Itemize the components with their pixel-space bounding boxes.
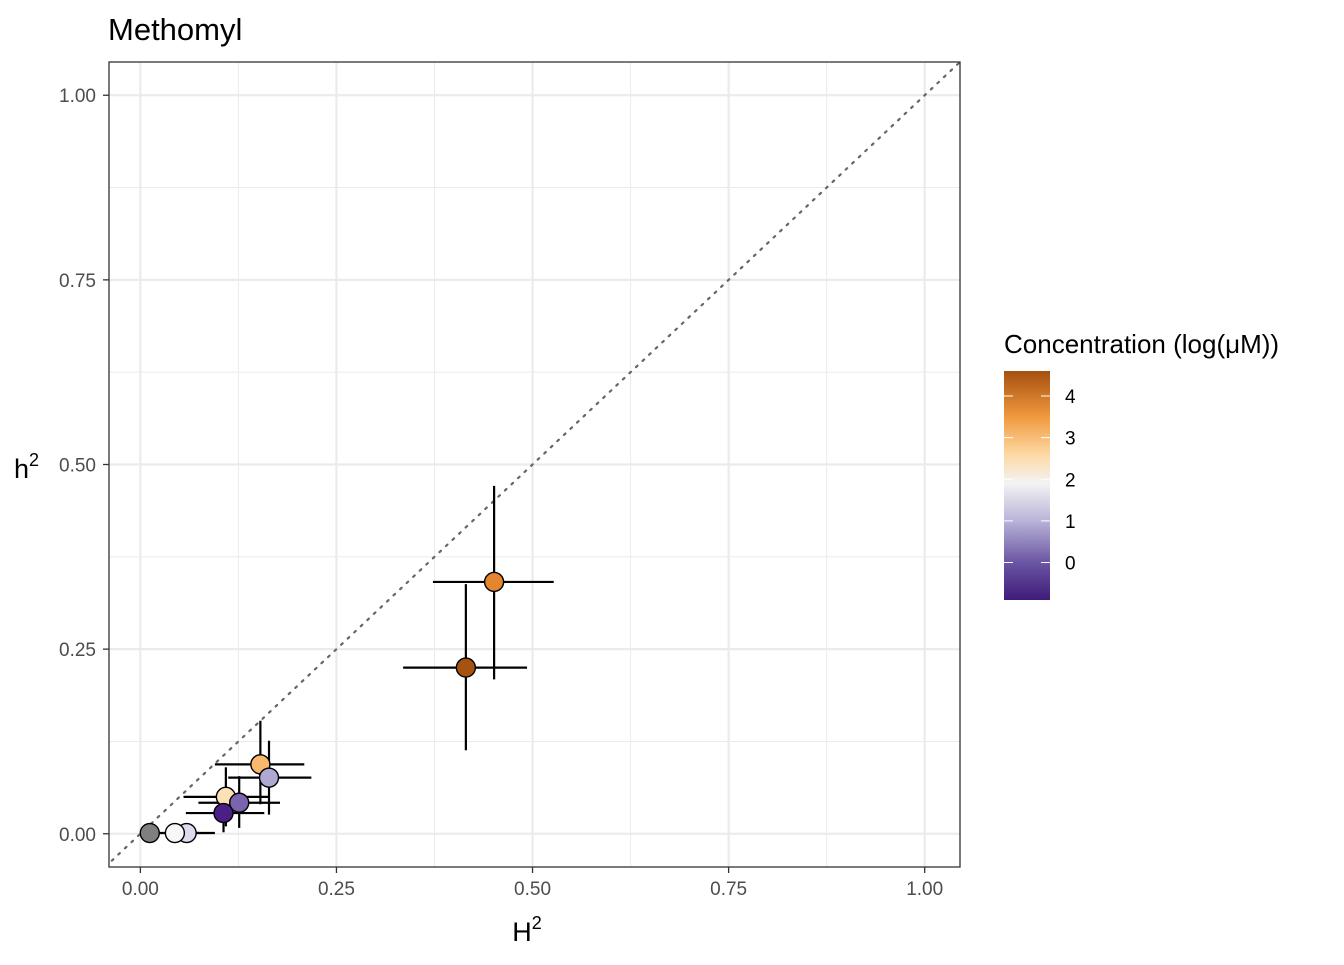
legend-tick-label: 3 [1065, 429, 1076, 450]
chart-title: Methomyl [108, 12, 242, 47]
data-point [228, 792, 250, 813]
y-axis: 0.00 0.25 0.50 0.75 1.00 [59, 86, 109, 846]
y-tick-label: 0.00 [59, 825, 96, 846]
y-tick-label: 0.75 [59, 271, 96, 292]
identity-line [109, 62, 960, 865]
legend-colorbar [1004, 371, 1050, 600]
data-point [139, 822, 160, 844]
y-tick-label: 0.50 [59, 456, 96, 477]
data-point [258, 767, 280, 788]
x-tick-label: 0.00 [122, 879, 159, 900]
y-axis-label-base: h [14, 454, 29, 484]
data-point [164, 822, 186, 844]
x-axis-label: H2 [512, 913, 542, 947]
x-tick-label: 0.25 [318, 879, 355, 900]
legend-tick-label: 1 [1065, 512, 1076, 533]
y-axis-label-superscript: 2 [29, 450, 39, 470]
y-tick-label: 0.25 [59, 640, 96, 661]
data-point [483, 571, 505, 593]
legend-ticks: 0 1 2 3 4 [1004, 387, 1076, 575]
color-legend: Concentration (log(μM)) 0 1 2 3 4 [1004, 329, 1279, 600]
x-axis-label-base: H [512, 917, 532, 947]
legend-tick-label: 0 [1065, 554, 1076, 575]
y-tick-label: 1.00 [59, 86, 96, 107]
x-tick-label: 0.75 [710, 879, 747, 900]
data-point [455, 657, 477, 678]
x-tick-label: 0.50 [514, 879, 551, 900]
x-axis: 0.00 0.25 0.50 0.75 1.00 [122, 867, 943, 900]
y-axis-label: h2 [14, 450, 39, 484]
data-points [139, 571, 505, 844]
x-tick-label: 1.00 [906, 879, 943, 900]
x-axis-label-superscript: 2 [532, 913, 542, 933]
reference-line [109, 62, 960, 865]
legend-title: Concentration (log(μM)) [1004, 329, 1279, 359]
legend-tick-label: 4 [1065, 387, 1076, 408]
data-point [213, 802, 234, 824]
legend-tick-label: 2 [1065, 470, 1076, 491]
